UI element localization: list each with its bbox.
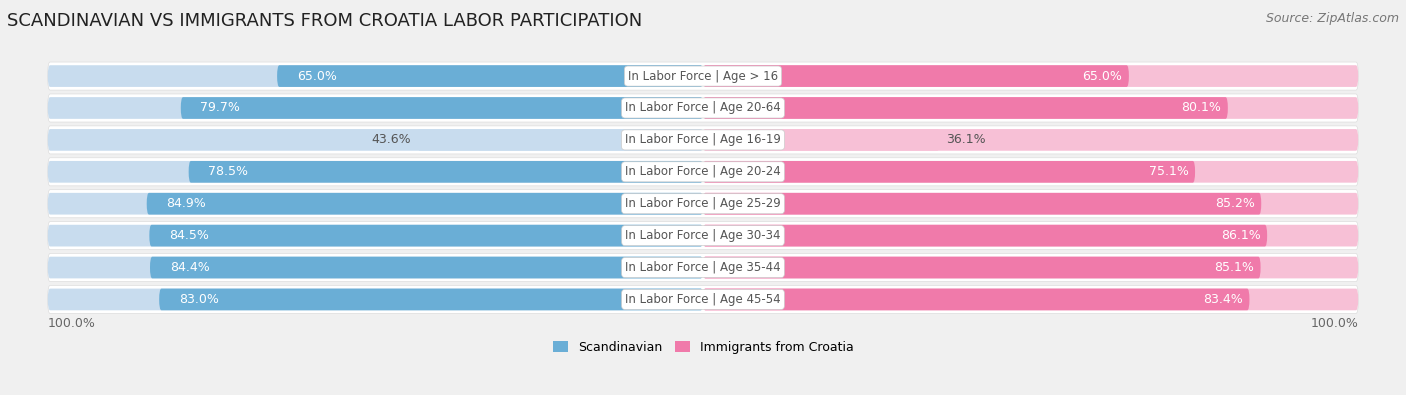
Text: In Labor Force | Age 16-19: In Labor Force | Age 16-19 [626, 134, 780, 147]
Text: In Labor Force | Age 25-29: In Labor Force | Age 25-29 [626, 197, 780, 210]
Legend: Scandinavian, Immigrants from Croatia: Scandinavian, Immigrants from Croatia [548, 336, 858, 359]
Text: 83.0%: 83.0% [179, 293, 219, 306]
FancyBboxPatch shape [703, 289, 1358, 310]
Text: 80.1%: 80.1% [1181, 102, 1222, 115]
FancyBboxPatch shape [48, 97, 703, 119]
FancyBboxPatch shape [48, 62, 1358, 90]
FancyBboxPatch shape [181, 97, 703, 119]
FancyBboxPatch shape [48, 286, 1358, 314]
Text: 78.5%: 78.5% [208, 166, 249, 178]
Text: 65.0%: 65.0% [297, 70, 336, 83]
FancyBboxPatch shape [703, 257, 1358, 278]
FancyBboxPatch shape [146, 193, 703, 214]
FancyBboxPatch shape [48, 225, 703, 246]
FancyBboxPatch shape [703, 161, 1195, 182]
FancyBboxPatch shape [703, 289, 1250, 310]
Text: Source: ZipAtlas.com: Source: ZipAtlas.com [1265, 12, 1399, 25]
FancyBboxPatch shape [703, 97, 1358, 119]
FancyBboxPatch shape [149, 225, 703, 246]
FancyBboxPatch shape [48, 289, 703, 310]
FancyBboxPatch shape [48, 65, 703, 87]
FancyBboxPatch shape [703, 129, 1358, 151]
FancyBboxPatch shape [159, 289, 703, 310]
Text: 84.9%: 84.9% [166, 197, 207, 210]
FancyBboxPatch shape [703, 257, 1261, 278]
Text: In Labor Force | Age > 16: In Labor Force | Age > 16 [628, 70, 778, 83]
FancyBboxPatch shape [703, 97, 1227, 119]
FancyBboxPatch shape [703, 193, 1261, 214]
Text: 84.5%: 84.5% [169, 229, 209, 242]
FancyBboxPatch shape [48, 193, 703, 214]
FancyBboxPatch shape [703, 225, 1267, 246]
FancyBboxPatch shape [703, 65, 1129, 87]
FancyBboxPatch shape [703, 225, 1358, 246]
Text: 100.0%: 100.0% [48, 317, 96, 330]
Text: 83.4%: 83.4% [1204, 293, 1243, 306]
Text: In Labor Force | Age 45-54: In Labor Force | Age 45-54 [626, 293, 780, 306]
FancyBboxPatch shape [703, 65, 1358, 87]
Text: 85.1%: 85.1% [1215, 261, 1254, 274]
Text: 84.4%: 84.4% [170, 261, 209, 274]
FancyBboxPatch shape [188, 161, 703, 182]
Text: In Labor Force | Age 20-64: In Labor Force | Age 20-64 [626, 102, 780, 115]
FancyBboxPatch shape [150, 257, 703, 278]
FancyBboxPatch shape [48, 257, 703, 278]
Text: 43.6%: 43.6% [371, 134, 411, 147]
Text: 100.0%: 100.0% [1310, 317, 1358, 330]
Text: 75.1%: 75.1% [1149, 166, 1188, 178]
Text: 65.0%: 65.0% [1083, 70, 1122, 83]
FancyBboxPatch shape [703, 193, 1358, 214]
Text: In Labor Force | Age 30-34: In Labor Force | Age 30-34 [626, 229, 780, 242]
FancyBboxPatch shape [48, 126, 1358, 154]
Text: In Labor Force | Age 20-24: In Labor Force | Age 20-24 [626, 166, 780, 178]
FancyBboxPatch shape [703, 129, 939, 151]
FancyBboxPatch shape [48, 222, 1358, 250]
Text: 79.7%: 79.7% [201, 102, 240, 115]
FancyBboxPatch shape [48, 190, 1358, 218]
FancyBboxPatch shape [48, 129, 703, 151]
Text: SCANDINAVIAN VS IMMIGRANTS FROM CROATIA LABOR PARTICIPATION: SCANDINAVIAN VS IMMIGRANTS FROM CROATIA … [7, 12, 643, 30]
Text: 36.1%: 36.1% [946, 134, 986, 147]
FancyBboxPatch shape [48, 94, 1358, 122]
Text: 86.1%: 86.1% [1220, 229, 1261, 242]
FancyBboxPatch shape [48, 161, 703, 182]
FancyBboxPatch shape [703, 161, 1358, 182]
Text: In Labor Force | Age 35-44: In Labor Force | Age 35-44 [626, 261, 780, 274]
Text: 85.2%: 85.2% [1215, 197, 1254, 210]
FancyBboxPatch shape [418, 129, 703, 151]
FancyBboxPatch shape [277, 65, 703, 87]
FancyBboxPatch shape [48, 254, 1358, 282]
FancyBboxPatch shape [48, 158, 1358, 186]
